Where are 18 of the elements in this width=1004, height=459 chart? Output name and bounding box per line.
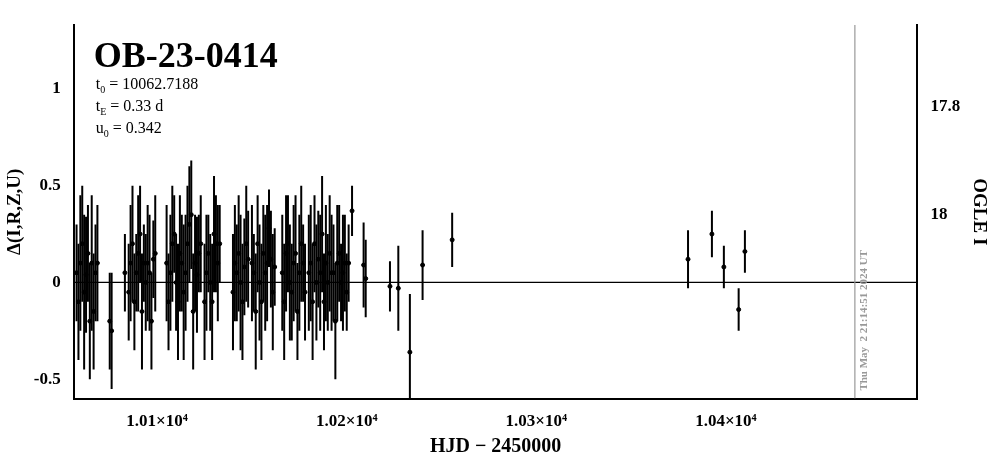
y2-axis-title: OGLE I — [969, 178, 991, 246]
y2-tick-label: 17.8 — [930, 95, 961, 115]
x-tick-label: 1.02×10⁴ — [315, 411, 378, 431]
y-tick-label: 0.5 — [39, 175, 61, 195]
annotation: t$_{0}$ = 10062.7188 — [95, 75, 199, 96]
chart-title: OB-23-0414 — [93, 35, 278, 75]
y-tick-label: 0 — [52, 271, 61, 291]
x-tick-label: 1.03×10⁴ — [505, 411, 568, 431]
y-axis-title: Δ(I,R,Z,U) — [3, 168, 26, 255]
annotation: Thu May 2 21:14:51 2024 UT — [856, 249, 869, 391]
annotation: u$_{0}$ = 0.342 — [95, 119, 162, 142]
x-tick-label: 1.01×10⁴ — [126, 411, 188, 431]
x-tick-label: 1.04×10⁴ — [695, 411, 757, 431]
annotation: t$_{E}$ = 0.33 d — [95, 97, 164, 118]
y2-tick-label: 18 — [930, 203, 948, 223]
y-tick-label: 1 — [52, 78, 61, 98]
x-axis-title: HJD − 2450000 — [429, 434, 562, 457]
y-tick-label: -0.5 — [33, 368, 61, 388]
